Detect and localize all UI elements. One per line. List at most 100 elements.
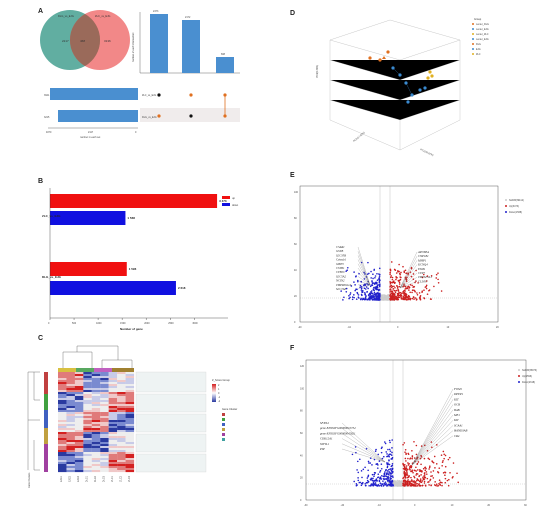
x-tick-label: -10	[377, 504, 381, 507]
gene-label: TMPRSS11A	[336, 283, 352, 287]
column-dendrogram	[62, 345, 133, 368]
x-tick-label: 0	[48, 322, 50, 325]
panel-letter-d: D	[290, 10, 296, 17]
x-tick-label: -10	[348, 326, 352, 329]
intersection-bar-label: 2172	[185, 16, 191, 19]
zscore-tick: -1	[218, 396, 221, 399]
gene-label: SLC35B	[336, 253, 346, 257]
venn-intersection-count: 468	[80, 39, 85, 43]
legend-swatch-down	[222, 203, 230, 206]
y-tick-label: 60	[300, 432, 303, 435]
y-tick-label: 60	[294, 243, 297, 246]
venn-right-count: 3136	[104, 39, 111, 43]
set-bar-zlc	[50, 88, 138, 100]
venn-right-label: ZLC_vs_EJG	[95, 14, 110, 18]
gene-label: HAND3AB	[453, 429, 467, 433]
gene-label: gene-ENSSSFG00000042821	[320, 431, 356, 435]
svg-text:DLG: DLG	[476, 43, 481, 46]
column-name: DLG2	[94, 475, 97, 482]
x-tick-label: 1000	[96, 322, 102, 325]
pca-legend-title: Group	[474, 17, 482, 21]
gene-label: GHP3	[336, 262, 344, 266]
intersection-matrix	[140, 88, 240, 122]
matrix-dot	[189, 114, 193, 118]
zscore-tick: 1	[218, 388, 220, 391]
gene-label: APOB3A	[417, 250, 429, 254]
set-bar-count: 3941	[44, 94, 50, 97]
venn-left-label: DLG_vs_EJG	[58, 14, 74, 18]
intersection-bar	[182, 20, 200, 73]
svg-text:center_EJG: center_EJG	[476, 28, 489, 31]
gene-label: CDK12A1	[320, 437, 333, 441]
matrix-dot	[157, 114, 161, 118]
svg-text:ZLC: ZLC	[476, 53, 481, 56]
gene-cluster-legend	[222, 413, 225, 441]
zscore-tick: 0	[218, 392, 220, 395]
y-tick-label: 100	[294, 191, 299, 194]
gene-label: OCB	[454, 403, 460, 407]
zscore-tick: 2	[218, 384, 220, 387]
venn-left-count: 2217	[62, 39, 69, 43]
gene-label: ME1	[453, 413, 460, 417]
x-tick-label: 0	[397, 326, 399, 329]
category-label: DLG_vs_EJG	[42, 275, 62, 279]
x-tick-label: 30	[524, 504, 527, 507]
gene-label: KCNQ4	[417, 263, 428, 267]
set-bar-name: ZLC_vs_EJG	[142, 94, 156, 97]
column-name: EJG2	[69, 475, 72, 482]
venn-diagram: DLG_vs_EJG ZLC_vs_EJG 2217 468 3136	[40, 10, 130, 70]
panel-letter-f: F	[290, 345, 295, 352]
zscore-tick: -2	[218, 400, 221, 403]
set-bar-name: DLG_vs_EJG	[142, 116, 157, 119]
go-term-boxes	[135, 371, 207, 473]
intersection-ylabel: number of each intersection	[132, 32, 135, 62]
x-tick-label: 10	[451, 504, 454, 507]
pca-legend: center_DLG center_EJG center_ZLC center_…	[472, 23, 489, 56]
x-tick-label: 2500	[168, 322, 174, 325]
set-bar-dlg	[58, 110, 138, 122]
matrix-dot	[189, 93, 193, 97]
gene-label: gene-ENSSSFG00000010734	[320, 426, 356, 430]
bar-down	[50, 281, 176, 295]
gene-label: KIT	[453, 418, 459, 422]
legend-down: down	[232, 203, 239, 207]
x-tick-label: -20	[298, 326, 302, 329]
svg-text:Up(1596): Up(1596)	[522, 375, 532, 378]
x-tick-label: 1500	[120, 322, 126, 325]
row-label: Gene Clusters	[28, 472, 31, 488]
x-tick-label: -30	[304, 504, 308, 507]
x-tick-label: 0	[414, 504, 416, 507]
axis-x-label: PC1(48.62%)	[420, 148, 434, 157]
gene-label: CLDN7	[418, 279, 428, 283]
column-name: DLG1	[86, 475, 89, 482]
bar-value-label: 1 596	[129, 267, 137, 271]
volcano-f-legend: NoDiff(35076) Up(1596) Down(2618)	[518, 369, 537, 384]
gene-label: CR4	[454, 434, 460, 438]
category-label: ZLC_vs_EJG	[42, 214, 61, 218]
svg-text:NoDiff(35076): NoDiff(35076)	[522, 369, 537, 372]
row-dendrogram	[27, 371, 40, 471]
panel-letter-a: A	[38, 8, 44, 15]
svg-text:center_DLG: center_DLG	[476, 23, 489, 26]
gene-label: CYB5C	[336, 270, 346, 274]
y-tick-label: 20	[300, 477, 303, 480]
gene-label: C5AR1	[336, 245, 345, 249]
set-bar-count: 3215	[44, 116, 50, 119]
legend-swatch-up	[222, 196, 230, 199]
gene-label: GSTB	[336, 249, 343, 253]
gene-label: BAB	[454, 408, 460, 412]
x-tick-label: 10	[447, 326, 450, 329]
gene-label: KIT	[453, 397, 459, 401]
zscore-gradient	[212, 384, 216, 402]
y-tick-label: 80	[300, 410, 303, 413]
intersection-bar-label: 2473	[153, 10, 159, 13]
axis-y-label: PC2(17.93%)	[353, 131, 366, 143]
zscore-legend-title: Z_Score Group	[212, 378, 230, 382]
set-axis-tick: 0	[135, 131, 137, 134]
x-tick-label: -20	[341, 504, 345, 507]
column-name: ZLC1	[111, 475, 114, 482]
y-tick-label: 100	[300, 387, 305, 390]
gene-label: SLC5A2	[336, 274, 347, 278]
